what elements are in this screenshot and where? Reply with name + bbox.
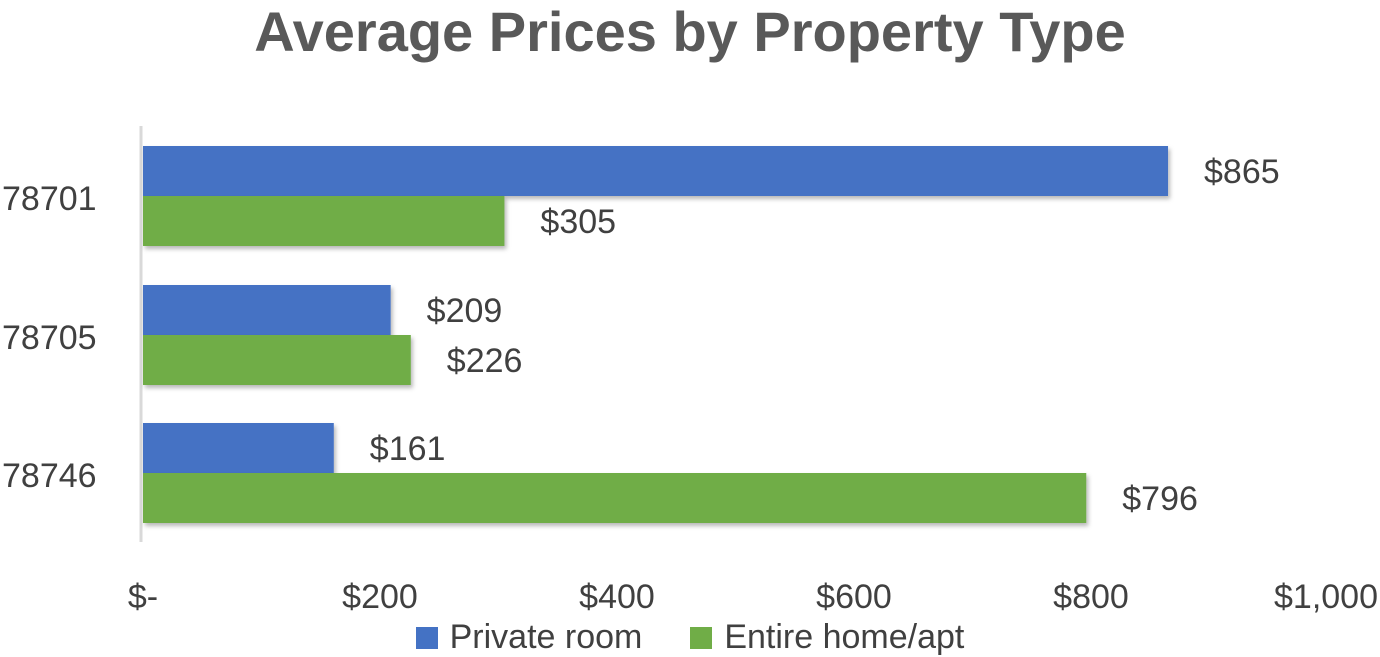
data-label-78705-private-room: $209 bbox=[427, 292, 503, 330]
legend-label-private-room: Private room bbox=[449, 618, 643, 656]
legend-swatch-private-room bbox=[415, 626, 438, 649]
bar-78746-entire-home bbox=[143, 473, 1087, 523]
legend: Private room Entire home/apt bbox=[0, 618, 1380, 657]
data-label-78746-private-room: $161 bbox=[370, 430, 446, 468]
legend-item-private-room: Private room bbox=[415, 618, 643, 657]
x-tick-label: $1,000 bbox=[1274, 578, 1378, 616]
bar-78701-private-room bbox=[143, 146, 1169, 196]
bar-78746-private-room bbox=[143, 423, 334, 473]
bar-78701-entire-home bbox=[143, 196, 505, 246]
category-label-78705: 78705 bbox=[2, 319, 97, 357]
bar-78705-private-room bbox=[143, 285, 391, 335]
category-label-78746: 78746 bbox=[2, 457, 97, 495]
x-tick-label: $600 bbox=[816, 578, 892, 616]
x-tick-label: $800 bbox=[1053, 578, 1129, 616]
legend-swatch-entire-home bbox=[690, 626, 713, 649]
x-tick-label: $- bbox=[128, 578, 158, 616]
legend-item-entire-home: Entire home/apt bbox=[690, 618, 964, 657]
bar-78705-entire-home bbox=[143, 335, 411, 385]
x-tick-label: $400 bbox=[579, 578, 655, 616]
legend-label-entire-home: Entire home/apt bbox=[724, 618, 965, 656]
data-label-78701-private-room: $865 bbox=[1204, 153, 1280, 191]
data-label-78701-entire-home: $305 bbox=[540, 203, 616, 241]
data-label-78705-entire-home: $226 bbox=[447, 342, 523, 380]
category-label-78701: 78701 bbox=[2, 180, 97, 218]
chart-title: Average Prices by Property Type bbox=[254, 0, 1126, 63]
x-tick-label: $200 bbox=[342, 578, 418, 616]
data-label-78746-entire-home: $796 bbox=[1122, 480, 1198, 518]
